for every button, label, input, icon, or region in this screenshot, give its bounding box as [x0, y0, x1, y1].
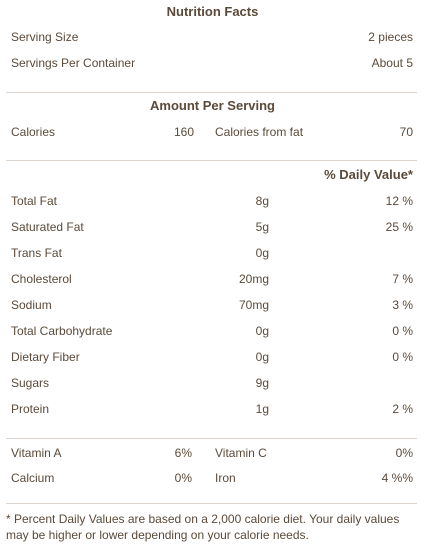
iron-value: 4 %%	[381, 471, 413, 485]
nutrient-daily-value: 2 %	[392, 402, 413, 416]
serving-size-label: Serving Size	[11, 30, 79, 44]
nutrient-name: Protein	[11, 402, 50, 416]
nutrient-amount: 0g	[255, 324, 269, 338]
nutrient-amount: 70mg	[238, 298, 269, 312]
nutrient-row: Total Carbohydrate 0g 0 %	[0, 324, 425, 344]
iron-label: Iron	[215, 471, 236, 485]
nutrient-row: Dietary Fiber 0g 0 %	[0, 350, 425, 370]
nutrient-daily-value: 3 %	[392, 298, 413, 312]
nutrient-amount: 0g	[255, 350, 269, 364]
nutrient-amount: 0g	[255, 246, 269, 260]
nutrient-row: Protein 1g 2 %	[0, 402, 425, 422]
calories-label: Calories	[11, 125, 56, 139]
vitamin-c-label: Vitamin C	[215, 446, 267, 460]
nutrient-row: Saturated Fat 5g 25 %	[0, 220, 425, 240]
nutrient-amount: 20mg	[238, 272, 269, 286]
nutrient-amount: 5g	[255, 220, 269, 234]
vitamin-a-label: Vitamin A	[11, 446, 62, 460]
divider	[6, 503, 417, 504]
nutrient-row: Cholesterol 20mg 7 %	[0, 272, 425, 292]
vitamin-row: Calcium 0% Iron 4 %%	[0, 471, 425, 491]
vitamin-c-value: 0%	[395, 446, 413, 460]
nutrient-name: Sugars	[11, 376, 50, 390]
vitamin-a-value: 6%	[174, 446, 192, 460]
nutrient-row: Trans Fat 0g	[0, 246, 425, 266]
calories-value: 160	[173, 125, 194, 139]
panel-title: Nutrition Facts	[166, 4, 259, 19]
vitamin-row: Vitamin A 6% Vitamin C 0%	[0, 446, 425, 466]
nutrient-name: Dietary Fiber	[11, 350, 80, 364]
nutrient-name: Total Fat	[11, 194, 58, 208]
nutrient-daily-value: 0 %	[392, 324, 413, 338]
nutrient-name: Cholesterol	[11, 272, 72, 286]
calcium-value: 0%	[174, 471, 192, 485]
serving-size-row: Serving Size 2 pieces	[0, 30, 425, 50]
nutrient-daily-value: 12 %	[385, 194, 413, 208]
daily-value-header: % Daily Value*	[324, 167, 413, 182]
nutrient-daily-value: 7 %	[392, 272, 413, 286]
nutrient-daily-value: 25 %	[385, 220, 413, 234]
servings-per-container-label: Servings Per Container	[11, 56, 136, 70]
nutrient-name: Trans Fat	[11, 246, 62, 260]
serving-size-value: 2 pieces	[368, 30, 413, 44]
divider	[6, 438, 417, 439]
calories-row: Calories 160 Calories from fat 70	[0, 125, 425, 145]
servings-per-container-value: About 5	[371, 56, 413, 70]
nutrient-amount: 1g	[255, 402, 269, 416]
nutrient-amount: 8g	[255, 194, 269, 208]
calcium-label: Calcium	[11, 471, 55, 485]
nutrient-amount: 9g	[255, 376, 269, 390]
servings-per-container-row: Servings Per Container About 5	[0, 56, 425, 76]
nutrient-row: Sodium 70mg 3 %	[0, 298, 425, 318]
nutrient-row: Total Fat 8g 12 %	[0, 194, 425, 214]
divider	[6, 92, 417, 93]
nutrient-name: Saturated Fat	[11, 220, 84, 234]
nutrient-daily-value: 0 %	[392, 350, 413, 364]
nutrient-name: Sodium	[11, 298, 52, 312]
nutrient-name: Total Carbohydrate	[11, 324, 113, 338]
nutrient-row: Sugars 9g	[0, 376, 425, 396]
calories-from-fat-label: Calories from fat	[215, 125, 304, 139]
daily-value-footnote: * Percent Daily Values are based on a 2,…	[6, 512, 400, 542]
divider	[6, 160, 417, 161]
amount-per-serving-header: Amount Per Serving	[150, 98, 275, 113]
calories-from-fat-value: 70	[399, 125, 413, 139]
